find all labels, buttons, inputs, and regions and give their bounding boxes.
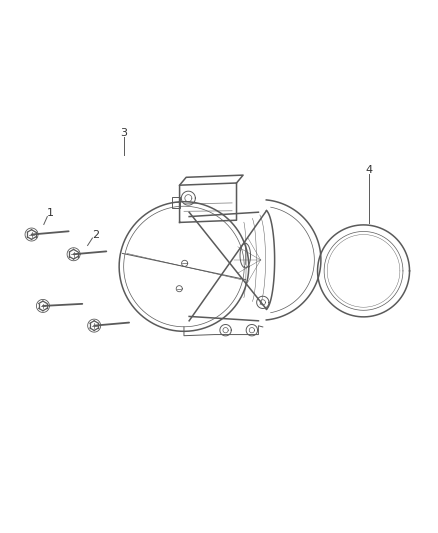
- Text: 1: 1: [47, 208, 54, 217]
- Text: 4: 4: [365, 165, 372, 175]
- Text: 3: 3: [120, 128, 127, 138]
- Bar: [172, 197, 180, 207]
- Text: 2: 2: [92, 230, 99, 239]
